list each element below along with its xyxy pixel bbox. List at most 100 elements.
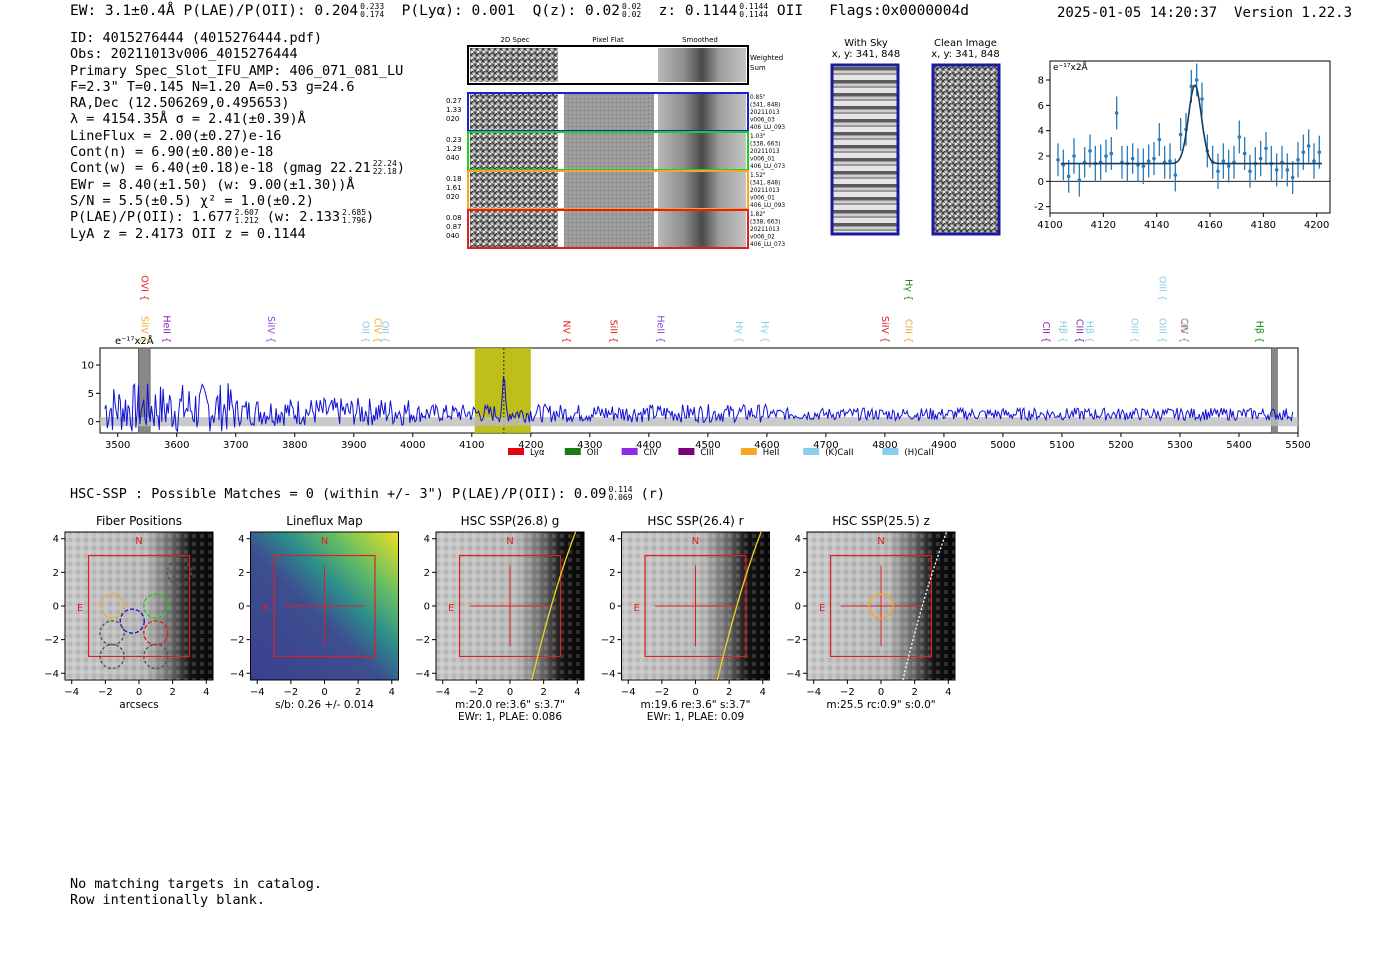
- fit-point: [1146, 159, 1151, 163]
- legend-label: OII: [587, 448, 599, 458]
- fit-point: [1258, 156, 1263, 161]
- fit-xtick-label: 4100: [1037, 220, 1062, 231]
- line-marker-label: OIII {: [1156, 276, 1167, 301]
- row-smoothed: [658, 211, 746, 247]
- fit-ytick-label: 6: [1038, 101, 1044, 112]
- spectrum-xtick-label: 3500: [105, 440, 130, 451]
- fit-point: [1173, 173, 1178, 177]
- panel-ytick-label: −4: [601, 669, 616, 680]
- row-left-label: 1.33: [446, 106, 462, 114]
- line-marker-label: NV {: [560, 320, 571, 343]
- info-params: F=2.3" T=0.145 N=1.20 A=0.53 g=24.6: [70, 78, 355, 95]
- with-sky-title: With Sky: [844, 38, 888, 49]
- spectrum-xtick-label: 5100: [1049, 440, 1074, 451]
- row-right-label: 1.82": [750, 212, 766, 218]
- north-label: N: [135, 536, 142, 547]
- spectrum-xtick-label: 3900: [341, 440, 366, 451]
- spectrum-xtick-label: 4600: [754, 440, 779, 451]
- row-right-label: 406_LU_093: [750, 203, 785, 209]
- row-right-label: 406_LU_073: [750, 164, 785, 170]
- east-label: E: [77, 603, 83, 614]
- fit-point: [1226, 164, 1231, 168]
- spectrum-ytick-label: 0: [88, 417, 94, 428]
- fit-point: [1317, 150, 1322, 154]
- fiber-circle: [143, 593, 169, 619]
- panel-caption: m:19.6 re:3.6" s:3.7": [641, 699, 751, 711]
- row-right-label: v006_01: [750, 157, 775, 163]
- panel-title: HSC SSP(26.8) g: [461, 514, 560, 528]
- east-label: E: [633, 603, 639, 614]
- fiber-circle: [99, 593, 125, 619]
- col-title-pixelflat: Pixel Flat: [592, 36, 624, 44]
- spectra-cutouts: 2D Spec Pixel Flat Smoothed Weighted Sum…: [446, 36, 785, 249]
- clean-image-heading: Clean Image x, y: 341, 848: [928, 38, 1003, 60]
- line-marker-label: CIV {: [1178, 318, 1189, 343]
- info-lyaz: LyA z = 2.4173 OII z = 0.1144: [70, 225, 306, 242]
- masked-region: [1271, 347, 1278, 434]
- panel-ytick-label: 0: [424, 602, 430, 613]
- row-pixelflat: [564, 94, 654, 130]
- fit-point: [1178, 132, 1183, 137]
- fit-point: [1312, 159, 1316, 163]
- panel-ytick-label: 4: [424, 534, 430, 545]
- panel-title: Lineflux Map: [286, 514, 362, 528]
- imaging-panel: HSC SSP(26.8) g N E −4 −2 0 2 4 4 2 0 −2 −4 m:20.0 re…: [415, 514, 585, 723]
- row-left-label: 0.18: [446, 175, 462, 183]
- panel-ytick-label: −2: [786, 635, 801, 646]
- panel-xtick-label: 4: [574, 687, 580, 698]
- spectrum-trace: [104, 376, 1294, 433]
- legend-swatch: [740, 448, 757, 455]
- spectrum-xtick-label: 5400: [1226, 440, 1251, 451]
- line-marker-label: CII {: [1040, 322, 1051, 343]
- panel-ytick-label: 2: [53, 568, 59, 579]
- panel-xtick-label: −2: [98, 687, 113, 698]
- info-ewr: EWr = 8.40(±1.50) (w: 9.00(±1.30))Å: [70, 176, 355, 193]
- line-marker-label: OIII {: [1129, 318, 1140, 343]
- fiber-circle: [119, 608, 145, 634]
- fit-point: [1157, 137, 1162, 142]
- info-slot: Primary Spec_Slot_IFU_AMP: 406_071_081_L…: [70, 62, 404, 79]
- row-right-label: 20211013: [750, 149, 780, 155]
- ew-plae: EW: 3.1±0.4Å P(LAE)/P(OII): 0.204: [70, 3, 359, 19]
- line-marker-label: SiIV {: [879, 316, 890, 343]
- north-label: N: [877, 536, 884, 547]
- panel-xtick-label: 2: [726, 687, 732, 698]
- row-right-label: v006_01: [750, 196, 775, 202]
- panel-noise: [65, 532, 213, 680]
- fit-point: [1072, 154, 1076, 158]
- svg-text:Sum: Sum: [750, 64, 766, 72]
- fit-point: [1152, 156, 1156, 161]
- legend-swatch: [564, 448, 581, 455]
- imaging-panels: Fiber Positions N E −4 −2 0 2 4 4 2 0 −2 −4 arcsecs Li…: [44, 514, 956, 723]
- spectrum-xtick-label: 3600: [164, 440, 189, 451]
- panel-xtick-label: −2: [654, 687, 669, 698]
- panel-xtick-label: 4: [945, 687, 951, 698]
- north-label: N: [321, 536, 328, 547]
- spectrum-ytick-label: 10: [81, 361, 94, 372]
- panel-xtick-label: −4: [621, 687, 636, 698]
- clean-image-title: Clean Image: [934, 38, 997, 49]
- panel-ytick-label: 0: [609, 602, 615, 613]
- row-right-label: (338, 663): [750, 142, 780, 148]
- row-2dspec: [470, 133, 558, 169]
- fit-xtick-label: 4120: [1091, 220, 1116, 231]
- panel-ytick-label: 4: [609, 534, 615, 545]
- spectrum-xtick-label: 4200: [518, 440, 543, 451]
- row-2dspec: [470, 211, 558, 247]
- line-marker-label: Hβ {: [1057, 321, 1068, 343]
- row-left-label: 1.61: [446, 184, 462, 192]
- z-line: OII: [776, 3, 804, 19]
- fit-point: [1109, 151, 1114, 156]
- panel-ytick-label: −2: [44, 635, 59, 646]
- row-frame: [467, 209, 749, 249]
- row-smoothed: [658, 94, 746, 130]
- panel-ytick-label: −4: [44, 669, 59, 680]
- legend-label: CIV: [644, 448, 658, 458]
- panel-xtick-label: 0: [321, 687, 327, 698]
- legend-item: CIII: [678, 448, 714, 458]
- fit-plot-frame: [1049, 60, 1331, 214]
- line-marker-label: OII {: [360, 321, 371, 343]
- fit-ytick-label: 2: [1038, 152, 1044, 163]
- fit-point: [1077, 178, 1082, 182]
